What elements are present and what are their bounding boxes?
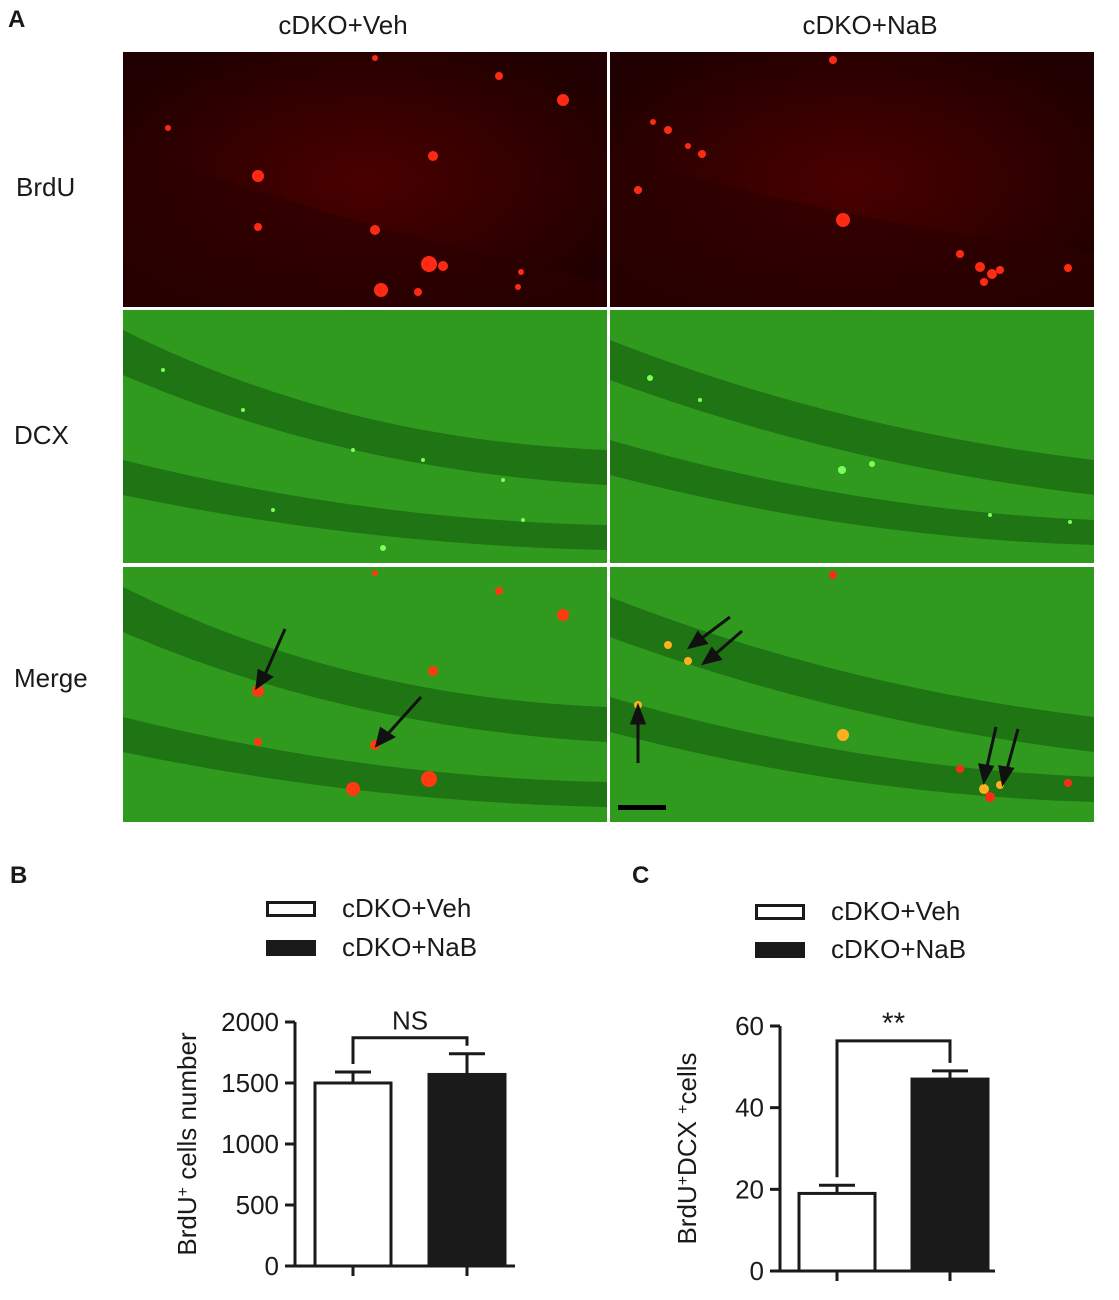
column-title-nab: cDKO+NaB (802, 10, 938, 40)
bar-nab (427, 1072, 507, 1268)
chart-c: 0 20 40 60 ** BrdU+DCX +cells (660, 990, 1060, 1290)
panel-b-letter: B (10, 862, 28, 889)
significance-bracket (351, 1036, 469, 1065)
legend-label: cDKO+NaB (831, 934, 967, 964)
row-label-merge: Merge (14, 663, 88, 693)
row-label-brdu: BrdU (16, 172, 76, 202)
column-title-veh: cDKO+Veh (278, 10, 408, 40)
y-tick-label: 1000 (221, 1129, 279, 1159)
y-tick-label: 20 (735, 1174, 764, 1204)
scale-bar (618, 805, 666, 810)
y-tick-label: 40 (735, 1093, 764, 1123)
legend-c-veh: cDKO+Veh (755, 896, 960, 927)
legend-b-veh: cDKO+Veh (266, 893, 471, 924)
y-tick-label: 500 (236, 1190, 279, 1220)
micrograph-brdu-veh (123, 52, 607, 307)
bar-veh (313, 1081, 393, 1268)
panel-c-letter: C (632, 862, 650, 889)
legend-swatch-veh (755, 903, 805, 920)
y-axis-label: BrdU+DCX +cells (672, 1052, 702, 1244)
micrograph-merge-veh (123, 567, 607, 822)
micrograph-brdu-nab (610, 52, 1094, 307)
row-label-dcx: DCX (14, 420, 69, 450)
legend-label: cDKO+NaB (342, 932, 478, 962)
bar-nab (910, 1077, 990, 1273)
panel-a-letter: A (8, 6, 26, 33)
y-tick-label: 60 (735, 1011, 764, 1041)
chart-b-svg: 0 500 1000 1500 2000 NS BrdU+ cells number (172, 1006, 515, 1281)
chart-c-svg: 0 20 40 60 ** BrdU+DCX +cells (672, 1007, 995, 1286)
y-tick-label: 1500 (221, 1068, 279, 1098)
y-tick-label: 0 (750, 1256, 764, 1286)
legend-swatch-nab (755, 941, 805, 958)
legend-b-nab: cDKO+NaB (266, 932, 477, 963)
significance-bracket (835, 1039, 952, 1178)
chart-b: 0 500 1000 1500 2000 NS BrdU+ cells number (160, 990, 560, 1290)
y-tick-label: 2000 (221, 1007, 279, 1037)
bar-veh (797, 1191, 877, 1273)
micrograph-merge-nab (610, 567, 1094, 822)
y-axis-label: BrdU+ cells number (172, 1032, 202, 1256)
legend-swatch-nab (266, 939, 316, 956)
y-tick-label: 0 (265, 1251, 279, 1281)
legend-swatch-veh (266, 900, 316, 917)
significance-label: NS (392, 1006, 428, 1036)
micrograph-dcx-veh (123, 310, 607, 563)
micrograph-dcx-nab (610, 310, 1094, 563)
legend-label: cDKO+Veh (342, 893, 472, 923)
legend-c-nab: cDKO+NaB (755, 934, 966, 965)
significance-label: ** (882, 1007, 906, 1040)
legend-label: cDKO+Veh (831, 896, 961, 926)
